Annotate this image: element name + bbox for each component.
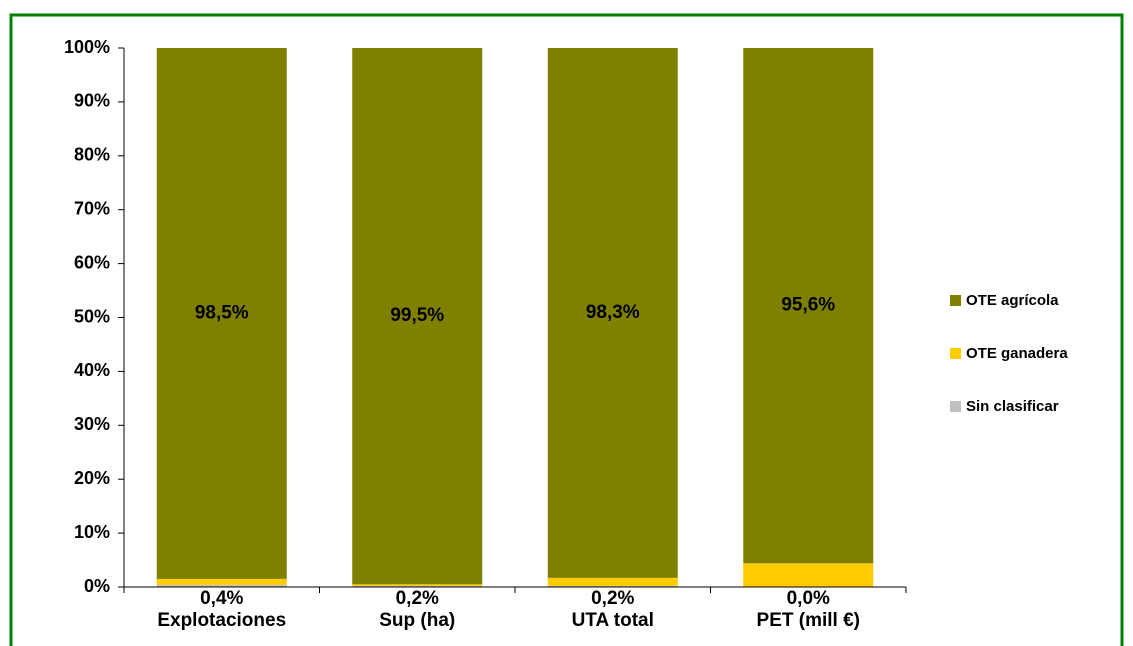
value-label: 0,0% [787, 588, 830, 609]
bar-segment [156, 48, 287, 579]
y-tick-label: 50% [74, 306, 110, 326]
bar-segment [743, 563, 874, 587]
x-tick-label: PET (mill €) [757, 610, 860, 631]
legend-label: OTE ganadera [966, 345, 1068, 362]
bar-segment [547, 585, 678, 587]
x-tick-label: Explotaciones [157, 610, 286, 631]
legend-label: OTE agrícola [966, 292, 1059, 309]
frame [9, 13, 1124, 646]
value-label: 95,6% [781, 295, 835, 316]
bar-segment [352, 584, 483, 586]
y-tick-label: 20% [74, 468, 110, 488]
legend-swatch [950, 401, 961, 412]
value-label: 0,4% [200, 588, 243, 609]
y-tick-label: 60% [74, 252, 110, 272]
legend-swatch [950, 348, 961, 359]
value-label: 0,2% [396, 588, 439, 609]
bar-segment [156, 578, 287, 585]
y-tick-label: 90% [74, 91, 110, 111]
bar-segment [743, 48, 874, 564]
bar-segment [547, 48, 678, 578]
value-label: 99,5% [390, 305, 444, 326]
y-tick-label: 10% [74, 522, 110, 542]
value-label: 98,3% [586, 302, 640, 323]
y-tick-label: 100% [64, 37, 110, 57]
bar-segment [156, 584, 287, 587]
y-tick-label: 30% [74, 414, 110, 434]
x-tick-label: UTA total [572, 610, 654, 631]
y-tick-label: 0% [84, 576, 110, 596]
bar-segment [547, 577, 678, 586]
y-tick-label: 70% [74, 198, 110, 218]
value-label: 98,5% [195, 302, 249, 323]
legend-label: Sin clasificar [966, 398, 1059, 415]
value-label: 0,2% [591, 588, 634, 609]
bar-segment [352, 48, 483, 585]
y-tick-label: 80% [74, 145, 110, 165]
y-tick-label: 40% [74, 360, 110, 380]
legend-swatch [950, 295, 961, 306]
x-tick-label: Sup (ha) [379, 610, 455, 631]
bar-segment [352, 585, 483, 587]
